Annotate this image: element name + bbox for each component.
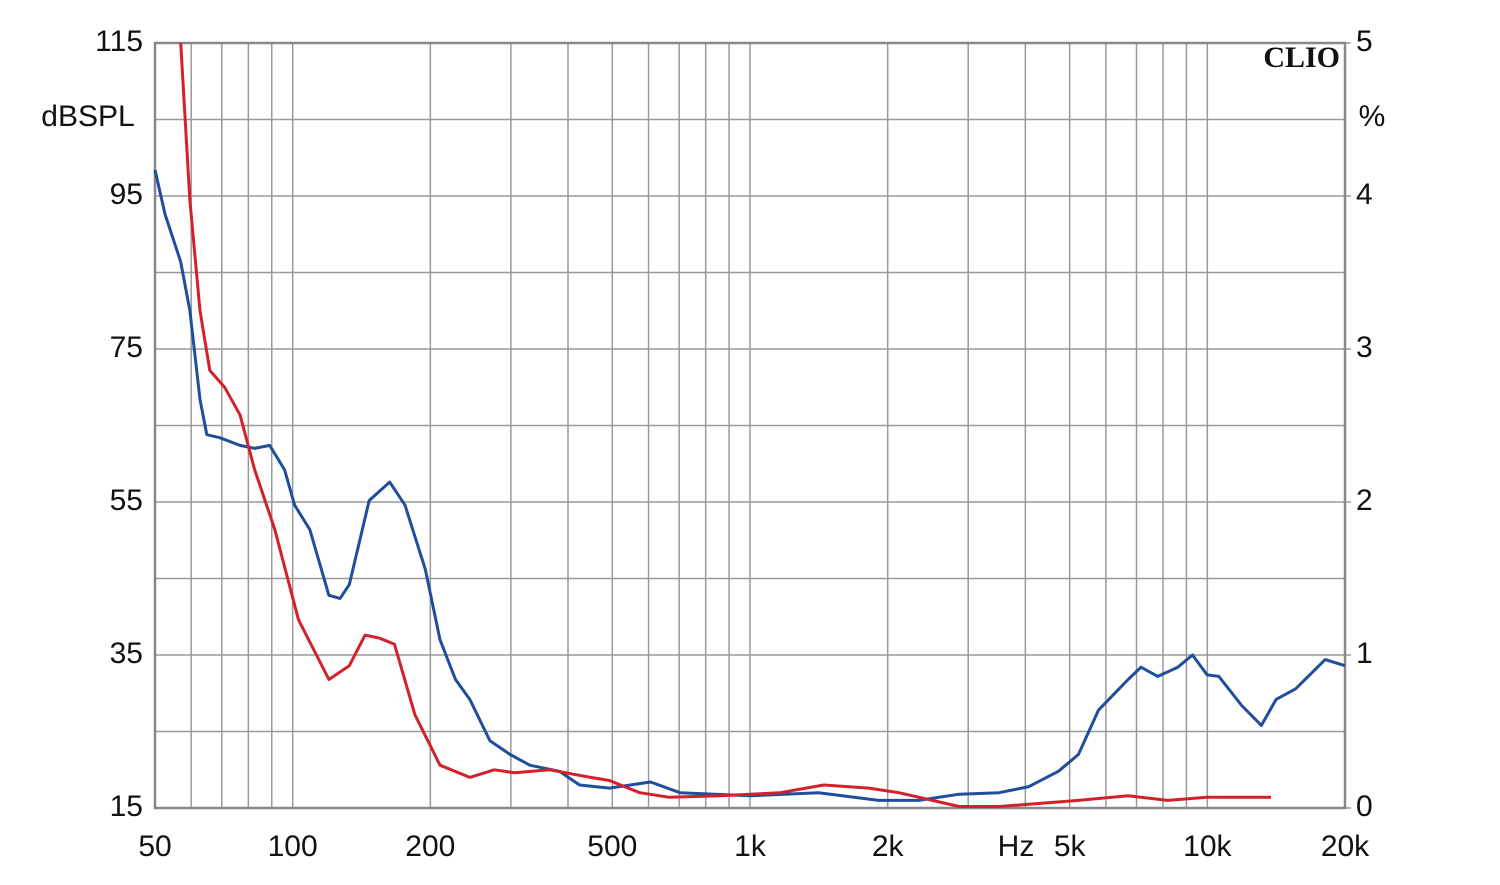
y-axis-label: dBSPL xyxy=(41,100,134,133)
y-tick-label: 95 xyxy=(110,178,143,211)
data-line xyxy=(179,42,1271,808)
y2-tick-label: 4 xyxy=(1356,178,1373,211)
y2-tick-label: 0 xyxy=(1356,790,1373,823)
y-tick-label: 115 xyxy=(95,25,143,58)
x-tick-label: 1k xyxy=(734,830,767,863)
x-tick-label: 10k xyxy=(1183,830,1232,863)
x-tick-label: 500 xyxy=(587,830,637,863)
y2-tick-label: 2 xyxy=(1356,484,1373,517)
x-axis-label: Hz xyxy=(998,830,1035,863)
y-tick-label: 75 xyxy=(110,331,143,364)
x-tick-label: 2k xyxy=(872,830,905,863)
y2-tick-label: 3 xyxy=(1356,331,1373,364)
x-tick-label: 5k xyxy=(1054,830,1087,863)
plot-frame xyxy=(153,41,1347,810)
annotation: CLIO xyxy=(1263,41,1340,74)
y2-axis-label: % xyxy=(1359,100,1386,133)
y-tick-label: 55 xyxy=(110,484,143,517)
data-line xyxy=(153,169,1346,802)
x-tick-label: 100 xyxy=(268,830,318,863)
y2-tick-label: 5 xyxy=(1356,25,1373,58)
y-tick-label: 35 xyxy=(110,637,143,670)
y2-tick-label: 1 xyxy=(1356,637,1373,670)
x-tick-label: 20k xyxy=(1321,830,1370,863)
y-tick-label: 15 xyxy=(110,790,143,823)
x-tick-label: 200 xyxy=(405,830,455,863)
x-tick-label: 50 xyxy=(138,830,171,863)
